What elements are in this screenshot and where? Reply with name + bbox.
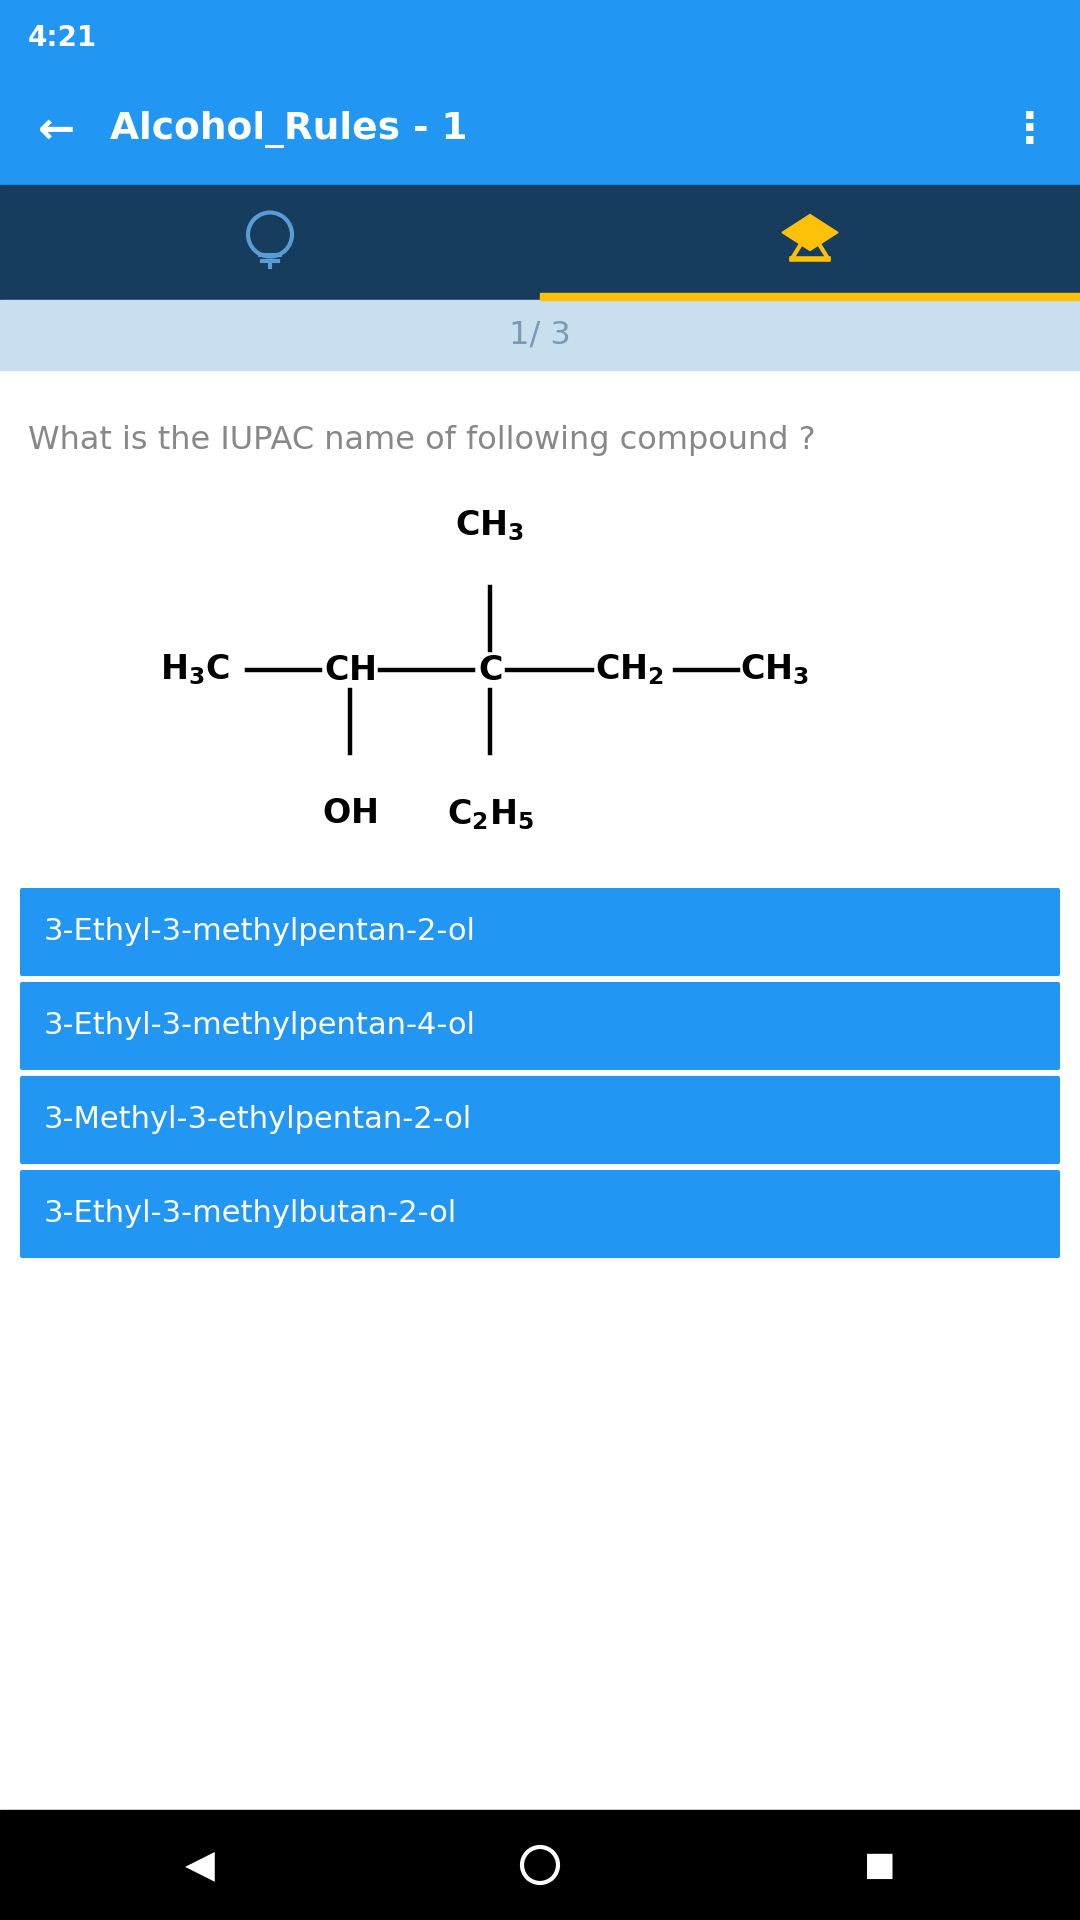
Text: $\mathbf{H_3C}$: $\mathbf{H_3C}$ — [160, 653, 230, 687]
Text: $\mathbf{C_2H_5}$: $\mathbf{C_2H_5}$ — [446, 797, 534, 831]
Text: 3-Ethyl-3-methylpentan-4-ol: 3-Ethyl-3-methylpentan-4-ol — [44, 1012, 476, 1041]
FancyBboxPatch shape — [21, 1169, 1059, 1258]
Text: $\mathbf{OH}$: $\mathbf{OH}$ — [322, 797, 378, 829]
Text: $\mathbf{CH}$: $\mathbf{CH}$ — [324, 653, 376, 687]
Text: What is the IUPAC name of following compound ?: What is the IUPAC name of following comp… — [28, 424, 815, 457]
Text: 3-Ethyl-3-methylbutan-2-ol: 3-Ethyl-3-methylbutan-2-ol — [44, 1200, 457, 1229]
Text: ←: ← — [38, 109, 76, 152]
Text: ■: ■ — [864, 1849, 895, 1882]
Bar — [0, 184, 1080, 300]
Text: $\mathbf{CH_3}$: $\mathbf{CH_3}$ — [456, 509, 525, 543]
Text: $\mathbf{CH_3}$: $\mathbf{CH_3}$ — [741, 653, 810, 687]
Text: 3-Methyl-3-ethylpentan-2-ol: 3-Methyl-3-ethylpentan-2-ol — [44, 1106, 472, 1135]
Text: ⋮: ⋮ — [1009, 109, 1050, 152]
Bar — [0, 300, 1080, 371]
Bar — [0, 1811, 1080, 1920]
FancyBboxPatch shape — [21, 981, 1059, 1069]
Text: 4:21: 4:21 — [28, 23, 97, 52]
Bar — [540, 294, 1080, 300]
FancyBboxPatch shape — [21, 887, 1059, 975]
Bar — [0, 75, 1080, 184]
Text: 1/ 3: 1/ 3 — [509, 319, 571, 351]
Text: ◀: ◀ — [185, 1845, 215, 1884]
Bar — [0, 371, 1080, 1811]
Text: $\mathbf{CH_2}$: $\mathbf{CH_2}$ — [595, 653, 664, 687]
Text: Alcohol_Rules - 1: Alcohol_Rules - 1 — [110, 111, 468, 148]
Text: 3-Ethyl-3-methylpentan-2-ol: 3-Ethyl-3-methylpentan-2-ol — [44, 918, 476, 947]
Text: $\mathbf{C}$: $\mathbf{C}$ — [477, 653, 502, 687]
FancyBboxPatch shape — [21, 1075, 1059, 1164]
Polygon shape — [782, 215, 838, 250]
Bar — [0, 0, 1080, 75]
